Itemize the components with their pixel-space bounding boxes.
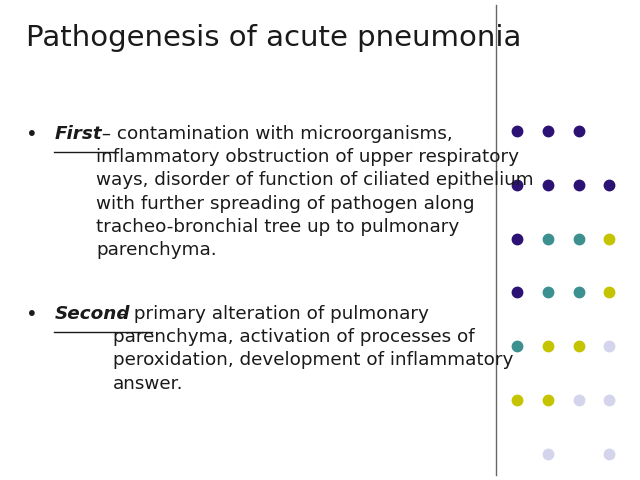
Text: •: • [26,305,37,324]
Text: – contamination with microorganisms,
inflammatory obstruction of upper respirato: – contamination with microorganisms, inf… [96,125,534,259]
Text: – primary alteration of pulmonary
parenchyma, activation of processes of
peroxid: – primary alteration of pulmonary parenc… [113,305,514,393]
Text: Second: Second [54,305,130,323]
Text: •: • [26,125,37,144]
Text: First: First [54,125,102,143]
Text: Pathogenesis of acute pneumonia: Pathogenesis of acute pneumonia [26,24,521,52]
